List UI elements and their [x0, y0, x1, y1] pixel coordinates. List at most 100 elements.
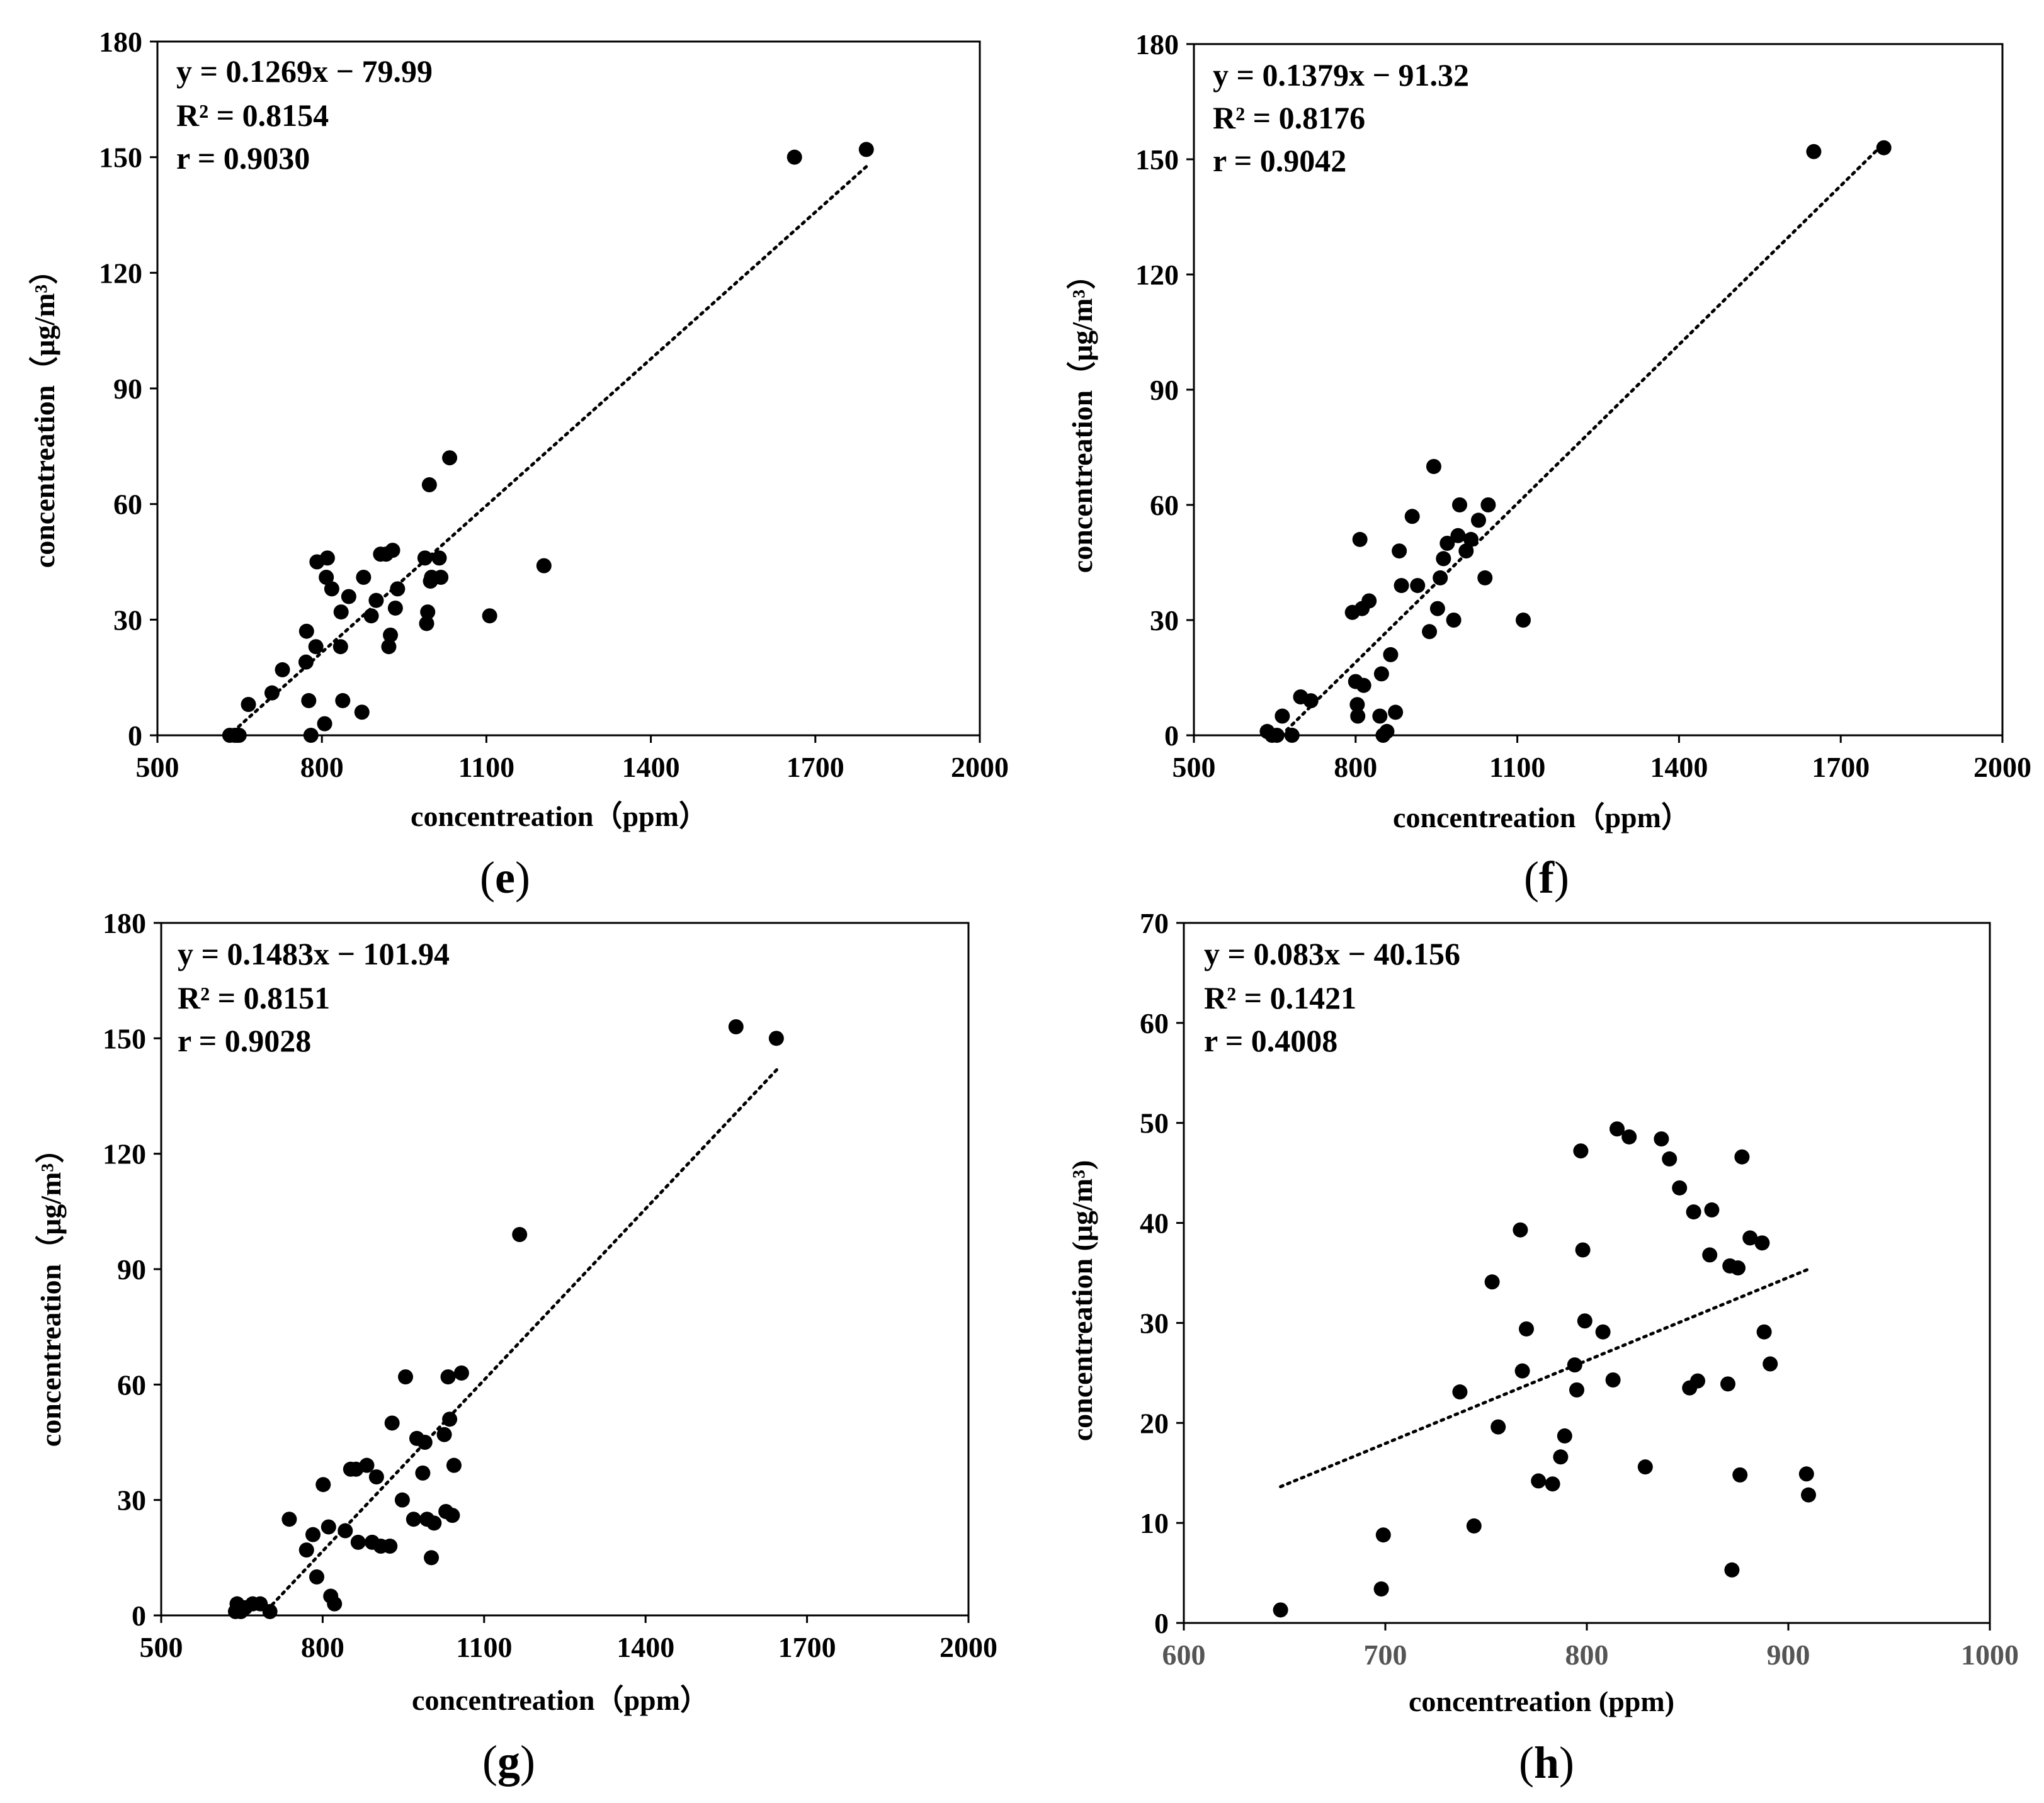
- data-point-f: [1433, 570, 1448, 585]
- y-tick-label-f: 90: [1150, 374, 1179, 406]
- data-point-f: [1356, 677, 1371, 693]
- y-tick-label-f: 60: [1150, 489, 1179, 521]
- data-point-f: [1480, 497, 1496, 512]
- x-tick-label-g: 1100: [456, 1631, 512, 1663]
- data-point-f: [1275, 708, 1290, 724]
- data-point-g: [417, 1435, 433, 1450]
- data-point-e: [433, 569, 449, 585]
- x-tick-label-e: 500: [136, 751, 179, 783]
- data-point-e: [420, 604, 436, 620]
- data-point-f: [1404, 509, 1420, 524]
- data-point-e: [231, 728, 247, 743]
- data-point-g: [394, 1492, 410, 1508]
- data-point-f: [1383, 647, 1399, 662]
- y-tick-label-f: 150: [1135, 144, 1179, 176]
- data-point-f: [1388, 704, 1404, 720]
- r-annotation-e: r = 0.9030: [176, 140, 310, 176]
- r-squared-annotation-g: R² = 0.8151: [178, 980, 330, 1015]
- data-point-e: [431, 550, 447, 566]
- panel-label-h: (h): [1519, 1738, 1574, 1788]
- data-point-h: [1375, 1527, 1391, 1543]
- data-point-h: [1702, 1247, 1718, 1263]
- data-point-g: [309, 1569, 324, 1585]
- x-tick-label-g: 1700: [778, 1631, 836, 1663]
- data-point-h: [1662, 1151, 1678, 1167]
- data-point-g: [262, 1603, 278, 1619]
- data-point-f: [1349, 697, 1365, 713]
- panel-letter-f: f: [1539, 852, 1555, 903]
- x-axis-label-e: concentreation（ppm）: [411, 800, 708, 832]
- y-tick-label-h: 60: [1140, 1007, 1169, 1039]
- data-point-g: [359, 1457, 375, 1473]
- data-point-g: [384, 1415, 400, 1431]
- y-axis-label-h: concentreation (μg/m³): [1066, 1160, 1098, 1442]
- data-point-h: [1720, 1376, 1735, 1392]
- data-point-g: [446, 1457, 462, 1473]
- data-point-g: [398, 1369, 414, 1385]
- data-point-e: [298, 623, 314, 639]
- data-point-h: [1531, 1473, 1547, 1489]
- data-point-h: [1484, 1274, 1500, 1290]
- data-point-g: [445, 1508, 460, 1523]
- x-tick-label-f: 1700: [1812, 751, 1870, 783]
- x-tick-label-g: 2000: [940, 1631, 997, 1663]
- y-tick-label-e: 0: [128, 720, 142, 752]
- x-tick-label-e: 1700: [786, 751, 844, 783]
- data-point-h: [1452, 1384, 1468, 1400]
- y-axis-label-e: concentreation（μg/m³）: [28, 256, 60, 568]
- data-point-f: [1477, 570, 1493, 585]
- data-point-f: [1436, 551, 1451, 567]
- data-point-e: [264, 685, 280, 701]
- data-point-e: [482, 608, 497, 624]
- data-point-g: [338, 1523, 353, 1539]
- equation-annotation-h: y = 0.083x − 40.156: [1204, 936, 1460, 971]
- data-point-h: [1514, 1363, 1530, 1379]
- x-tick-label-g: 1400: [616, 1631, 674, 1663]
- data-point-e: [421, 477, 437, 493]
- x-axis-label-f: concentreation（ppm）: [1393, 801, 1690, 834]
- r-squared-annotation-h: R² = 0.1421: [1204, 980, 1356, 1015]
- data-point-g: [424, 1550, 440, 1566]
- y-tick-label-h: 30: [1140, 1307, 1169, 1339]
- data-point-f: [1350, 708, 1366, 724]
- data-point-h: [1577, 1313, 1593, 1329]
- x-tick-label-f: 1400: [1650, 751, 1708, 783]
- data-point-f: [1439, 536, 1455, 551]
- y-tick-label-f: 30: [1150, 604, 1179, 636]
- y-tick-label-g: 90: [117, 1253, 146, 1286]
- data-point-e: [335, 692, 351, 708]
- data-point-h: [1690, 1373, 1705, 1389]
- y-axis-label-g: concentreation（μg/m³）: [35, 1134, 67, 1447]
- y-tick-label-e: 150: [99, 142, 142, 174]
- y-tick-label-g: 150: [103, 1022, 146, 1054]
- data-point-e: [786, 149, 802, 165]
- data-point-e: [332, 639, 348, 655]
- y-tick-label-e: 180: [99, 26, 142, 58]
- data-point-e: [442, 450, 458, 466]
- data-point-f: [1269, 728, 1285, 743]
- data-point-g: [728, 1019, 744, 1034]
- data-point-e: [319, 569, 334, 585]
- r-annotation-f: r = 0.9042: [1213, 143, 1346, 178]
- x-tick-label-f: 1100: [1489, 751, 1545, 783]
- data-point-h: [1801, 1487, 1816, 1503]
- data-point-e: [301, 692, 317, 708]
- data-point-e: [356, 569, 372, 585]
- data-point-h: [1490, 1419, 1506, 1435]
- x-tick-label-h: 1000: [1961, 1639, 2019, 1671]
- data-point-f: [1470, 512, 1486, 528]
- data-point-h: [1754, 1235, 1770, 1251]
- data-point-e: [333, 604, 349, 620]
- data-point-f: [1284, 728, 1300, 743]
- data-point-h: [1763, 1356, 1778, 1372]
- data-point-f: [1379, 723, 1395, 739]
- data-point-f: [1446, 613, 1462, 628]
- data-point-h: [1621, 1129, 1637, 1145]
- data-point-f: [1352, 531, 1368, 547]
- data-point-e: [381, 639, 397, 655]
- y-tick-label-g: 0: [132, 1600, 146, 1632]
- data-point-h: [1273, 1602, 1288, 1618]
- data-point-h: [1605, 1372, 1621, 1388]
- data-point-h: [1567, 1357, 1582, 1373]
